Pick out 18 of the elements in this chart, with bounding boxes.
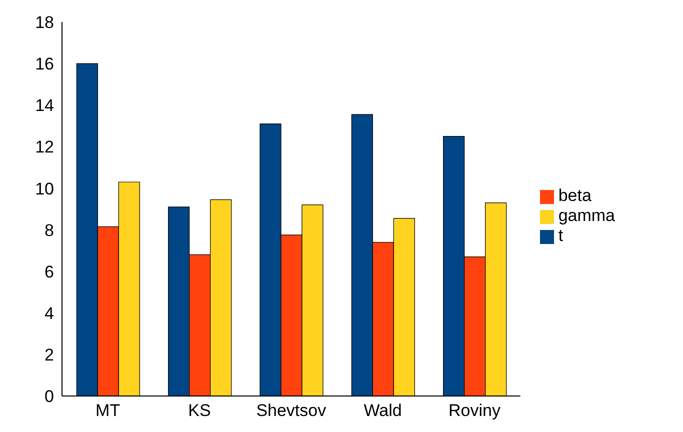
y-tick-label: 6 [44, 262, 54, 282]
y-tick-label: 10 [35, 179, 54, 198]
y-tick-label: 14 [35, 96, 54, 116]
y-tick-label: 8 [44, 220, 54, 240]
y-tick-label: 18 [35, 13, 54, 32]
x-tick-label: Roviny [448, 401, 501, 420]
x-tick-label: KS [188, 401, 211, 420]
legend-label: beta [558, 186, 592, 205]
y-tick-label: 4 [44, 304, 54, 323]
legend-label: t [558, 226, 564, 245]
x-tick-label: Shevtsov [256, 401, 327, 420]
x-tick-label: MT [96, 401, 120, 420]
y-tick-label: 12 [35, 138, 54, 157]
legend-label: gamma [558, 206, 615, 225]
y-tick-label: 0 [44, 387, 54, 406]
y-tick-label: 16 [35, 54, 54, 74]
y-tick-label: 2 [44, 345, 54, 364]
x-tick-label: Wald [364, 401, 402, 420]
